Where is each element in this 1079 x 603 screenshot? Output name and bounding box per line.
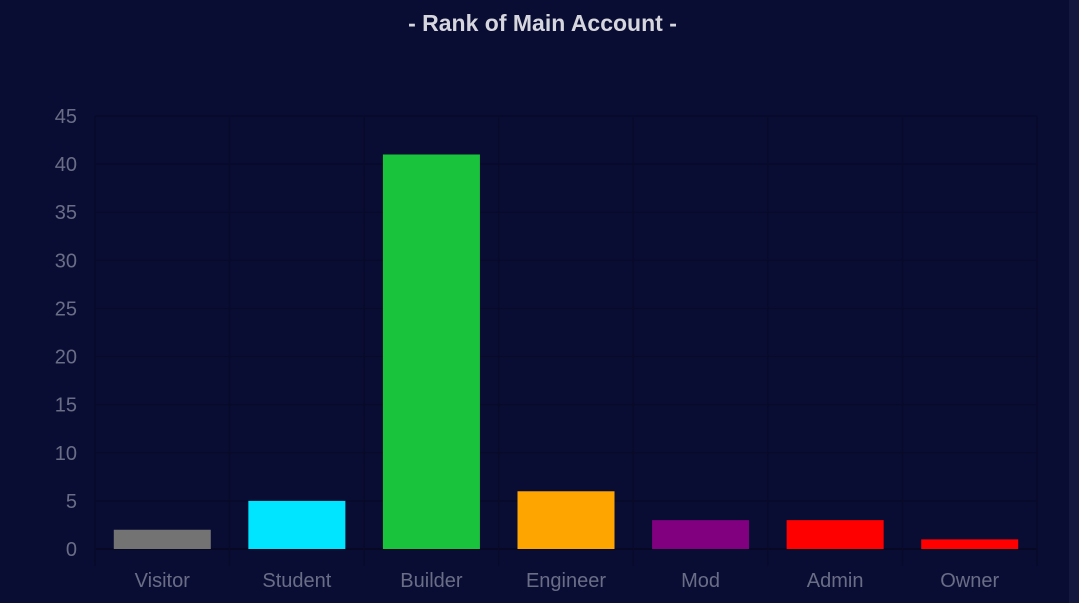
- x-tick-label: Mod: [681, 570, 720, 592]
- y-tick-label: 30: [55, 250, 77, 272]
- y-tick-label: 5: [66, 491, 77, 513]
- grid-lines: [94, 115, 1038, 566]
- y-tick-label: 45: [55, 106, 77, 128]
- bar-mod[interactable]: [652, 520, 750, 549]
- y-tick-label: 15: [55, 395, 77, 417]
- y-tick-label: 0: [66, 539, 77, 561]
- bar-admin[interactable]: [786, 520, 884, 549]
- scrollbar-edge: [1069, 0, 1079, 603]
- bars: [113, 154, 1019, 549]
- x-tick-label: Engineer: [526, 570, 606, 592]
- bar-owner[interactable]: [921, 539, 1019, 549]
- x-tick-label: Student: [262, 570, 331, 592]
- y-tick-label: 35: [55, 202, 77, 224]
- y-tick-label: 10: [55, 443, 77, 465]
- x-tick-label: Admin: [807, 570, 864, 592]
- bar-visitor[interactable]: [113, 529, 211, 549]
- x-axis-ticks: Visitor Student Builder Engineer Mod Admin Own…: [135, 570, 1000, 592]
- y-tick-label: 25: [55, 298, 77, 320]
- bar-student[interactable]: [248, 500, 346, 549]
- chart-title: - Rank of Main Account -: [408, 10, 677, 36]
- x-tick-label: Builder: [400, 570, 463, 592]
- y-tick-label: 20: [55, 347, 77, 369]
- x-tick-label: Owner: [940, 570, 999, 592]
- bar-builder[interactable]: [382, 154, 480, 549]
- bar-engineer[interactable]: [517, 491, 615, 549]
- y-axis-ticks: 0 5 10 15 20 25 30 35 40 45: [55, 106, 77, 561]
- y-tick-label: 40: [55, 154, 77, 176]
- x-tick-label: Visitor: [135, 570, 191, 592]
